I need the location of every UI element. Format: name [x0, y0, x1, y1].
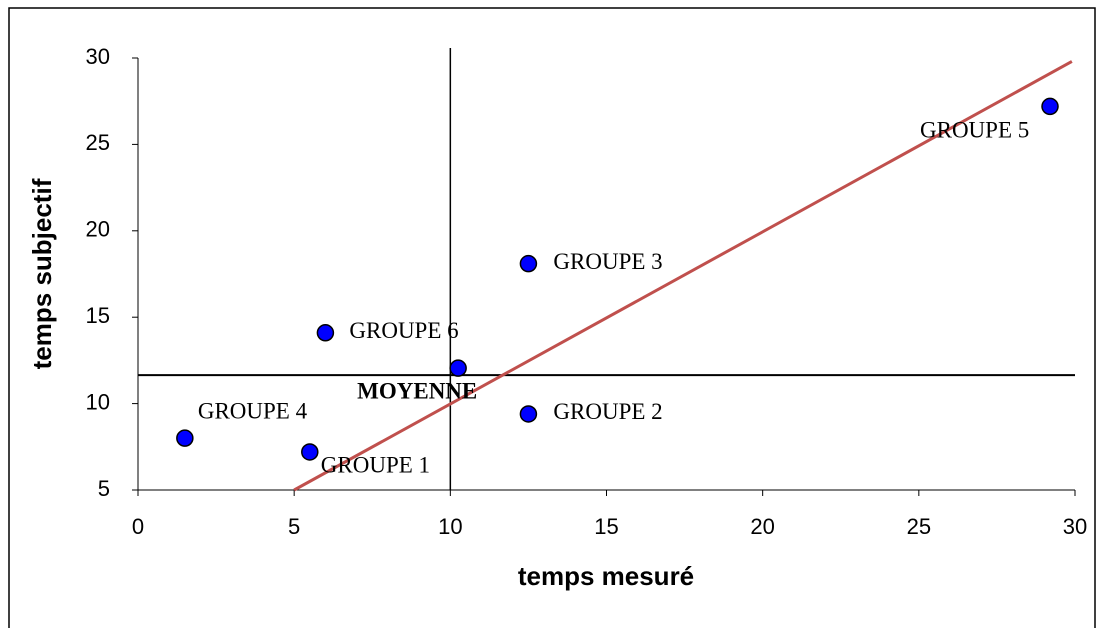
x-tick-label: 10: [438, 514, 462, 539]
point: [301, 443, 319, 461]
point: [449, 359, 467, 377]
x-axis-title: temps mesuré: [518, 561, 694, 591]
x-tick-label: 30: [1063, 514, 1087, 539]
chart-border: [8, 7, 1096, 628]
y-tick-label: 5: [98, 476, 110, 501]
point: [176, 429, 194, 447]
y-tick-label: 10: [86, 389, 110, 414]
point-label: GROUPE 5: [920, 118, 1029, 143]
x-tick-label: 25: [907, 514, 931, 539]
y-tick-label: 25: [86, 130, 110, 155]
point-label: MOYENNE: [357, 378, 477, 403]
point-label: GROUPE 3: [553, 249, 662, 274]
y-tick-label: 20: [86, 217, 110, 242]
x-tick-label: 5: [288, 514, 300, 539]
point: [519, 254, 538, 273]
x-tick-label: 0: [132, 514, 144, 539]
point: [519, 405, 538, 423]
x-tick-label: 20: [750, 514, 774, 539]
point-label: GROUPE 1: [321, 452, 430, 477]
trend-line: [293, 60, 1073, 492]
point-label: GROUPE 4: [198, 398, 308, 423]
point: [316, 324, 335, 342]
point: [1041, 97, 1059, 116]
x-tick-label: 15: [594, 514, 618, 539]
y-axis-title: temps subjectif: [27, 178, 57, 369]
point-label: GROUPE 6: [349, 318, 458, 343]
point-label: GROUPE 2: [553, 399, 662, 424]
y-tick-label: 30: [86, 44, 110, 69]
y-tick-label: 15: [86, 303, 110, 328]
